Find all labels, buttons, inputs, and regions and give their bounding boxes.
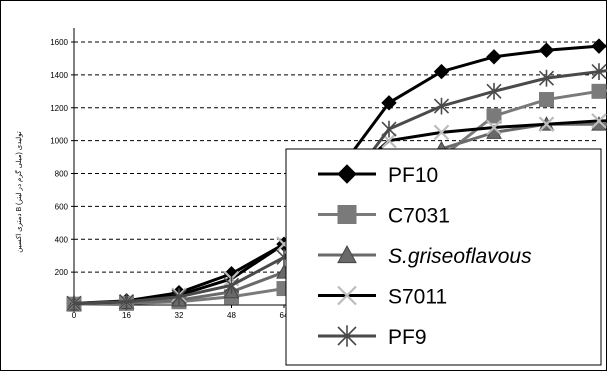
legend-marker — [337, 244, 357, 264]
data-point — [433, 63, 450, 80]
data-point — [591, 63, 607, 80]
data-point — [486, 82, 502, 100]
y-tick-label: 600 — [55, 202, 69, 211]
data-point — [66, 294, 82, 312]
data-point — [591, 38, 607, 54]
data-point — [538, 116, 555, 132]
data-point — [381, 120, 397, 138]
data-point — [591, 83, 607, 99]
x-tick-label: 32 — [175, 311, 184, 320]
data-point — [433, 97, 450, 115]
legend-marker — [337, 164, 357, 184]
legend-marker — [337, 325, 357, 347]
y-axis-label: دمتری اکسین B تولیدی (میلی گرم در لیتر) — [14, 131, 23, 253]
y-tick-label: 1200 — [50, 104, 68, 113]
data-point — [118, 293, 135, 311]
legend-entry: PF9 — [318, 325, 427, 349]
data-point — [171, 288, 187, 306]
legend-label: S.griseoflavous — [388, 245, 532, 268]
data-point — [539, 92, 554, 108]
data-point — [433, 124, 450, 141]
data-point — [486, 108, 502, 124]
legend-box — [285, 148, 602, 366]
legend-marker — [337, 205, 357, 224]
data-point — [538, 42, 555, 58]
legend: PF10 C7031 S.griseoflavous S7011 PF9 — [285, 148, 602, 366]
y-tick-label: 200 — [55, 268, 69, 277]
legend-entry: S.griseoflavous — [318, 244, 532, 268]
legend-label: S7011 — [388, 286, 447, 309]
tick-labels: 200400600800100012001400160001632486480 — [50, 38, 341, 320]
legend-label: C7031 — [388, 205, 450, 228]
y-tick-label: 800 — [55, 170, 69, 179]
legend-label: PF10 — [388, 164, 438, 187]
data-point — [381, 95, 397, 111]
y-tick-label: 400 — [55, 235, 69, 244]
y-tick-label: 1600 — [50, 38, 68, 47]
legend-entry: S7011 — [318, 286, 447, 309]
legend-entry: PF10 — [318, 164, 438, 187]
data-point — [486, 119, 502, 136]
data-point — [223, 276, 240, 294]
x-tick-label: 16 — [122, 311, 131, 320]
data-point — [486, 49, 502, 65]
legend-entry: C7031 — [318, 205, 450, 228]
data-point — [538, 69, 555, 87]
x-tick-label: 0 — [72, 311, 77, 320]
y-tick-label: 1400 — [50, 71, 68, 80]
legend-marker — [337, 285, 357, 306]
legend-label: PF9 — [388, 326, 427, 349]
x-tick-label: 48 — [227, 311, 236, 320]
y-tick-label: 1000 — [50, 137, 68, 146]
x-tick-label: 64 — [280, 311, 289, 320]
data-point — [591, 113, 607, 129]
